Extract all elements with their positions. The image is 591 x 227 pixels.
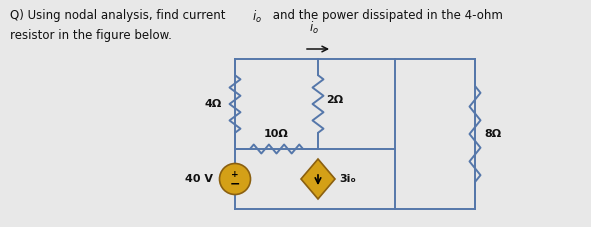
Circle shape: [219, 163, 251, 195]
Text: 3iₒ: 3iₒ: [339, 174, 356, 184]
Text: 10Ω: 10Ω: [264, 129, 289, 139]
Text: resistor in the figure below.: resistor in the figure below.: [10, 29, 172, 42]
Text: 4Ω: 4Ω: [204, 99, 222, 109]
Text: −: −: [230, 178, 241, 191]
Text: Q) Using nodal analysis, find current: Q) Using nodal analysis, find current: [10, 9, 229, 22]
Text: and the power dissipated in the 4-ohm: and the power dissipated in the 4-ohm: [269, 9, 503, 22]
Text: $i_o$: $i_o$: [309, 20, 319, 36]
Text: +: +: [231, 170, 239, 179]
Polygon shape: [301, 159, 335, 199]
Text: 2Ω: 2Ω: [326, 95, 343, 105]
Text: 8Ω: 8Ω: [484, 129, 501, 139]
Text: 40 V: 40 V: [185, 174, 213, 184]
Text: $i_o$: $i_o$: [252, 9, 262, 25]
